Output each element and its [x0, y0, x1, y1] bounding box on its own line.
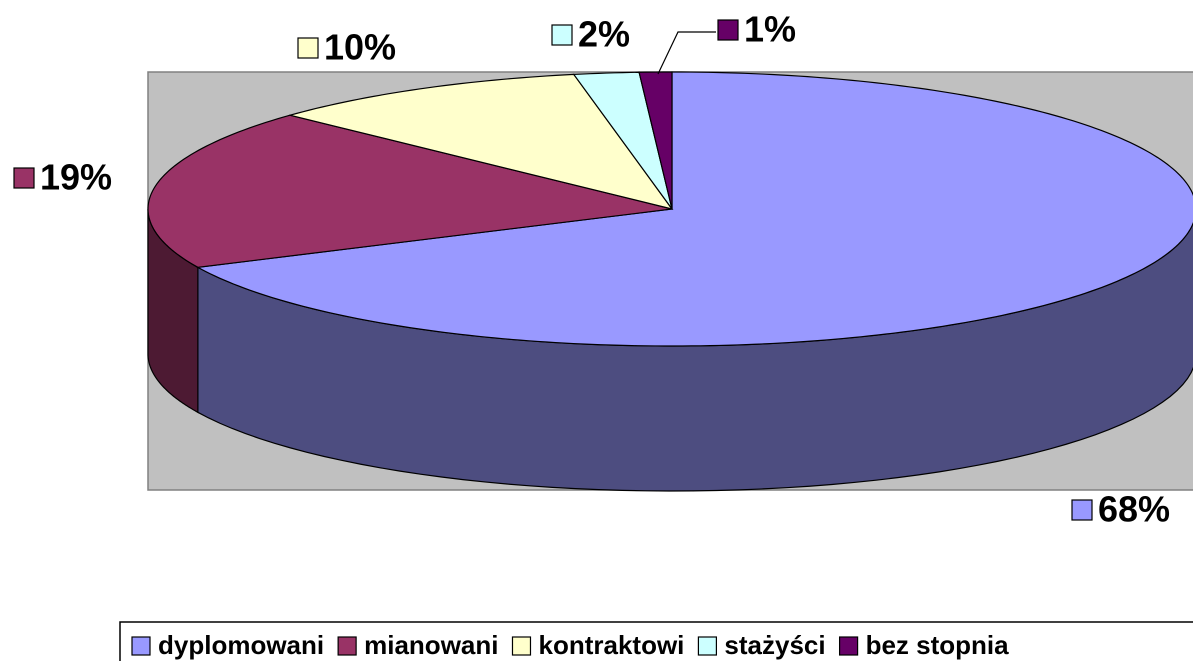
label-swatch — [551, 24, 573, 46]
legend-label: bez stopnia — [866, 630, 1010, 660]
slice — [572, 71, 673, 210]
label-swatch — [1071, 499, 1093, 521]
data-label: 2% — [578, 14, 630, 55]
pie — [147, 71, 1193, 492]
legend-label: kontraktowi — [538, 630, 684, 660]
legend-label: dyplomowani — [158, 630, 324, 660]
legend-swatch — [131, 636, 151, 656]
label-swatch — [717, 19, 739, 41]
data-labels: 68% 19% 10% 2% 1% — [13, 9, 1170, 530]
legend-swatch — [337, 636, 357, 656]
slice — [195, 71, 1193, 347]
data-label: 68% — [1098, 489, 1170, 530]
data-label: 1% — [744, 9, 796, 50]
data-label: 10% — [324, 27, 396, 68]
legend-label: mianowani — [364, 630, 498, 660]
slice — [638, 71, 673, 210]
label-swatch — [297, 37, 319, 59]
data-label: 19% — [40, 157, 112, 198]
label-swatch — [13, 167, 35, 189]
legend — [119, 621, 1193, 661]
legend-swatch — [838, 636, 859, 656]
legend-label: stażyści — [724, 630, 825, 660]
slice — [147, 114, 673, 268]
legend-swatch — [697, 636, 718, 656]
legend-items: dyplomowani mianowani kontraktowi stażyści b… — [131, 630, 1010, 660]
slice — [287, 73, 674, 210]
leader-line — [657, 31, 716, 75]
legend-swatch — [511, 636, 532, 656]
